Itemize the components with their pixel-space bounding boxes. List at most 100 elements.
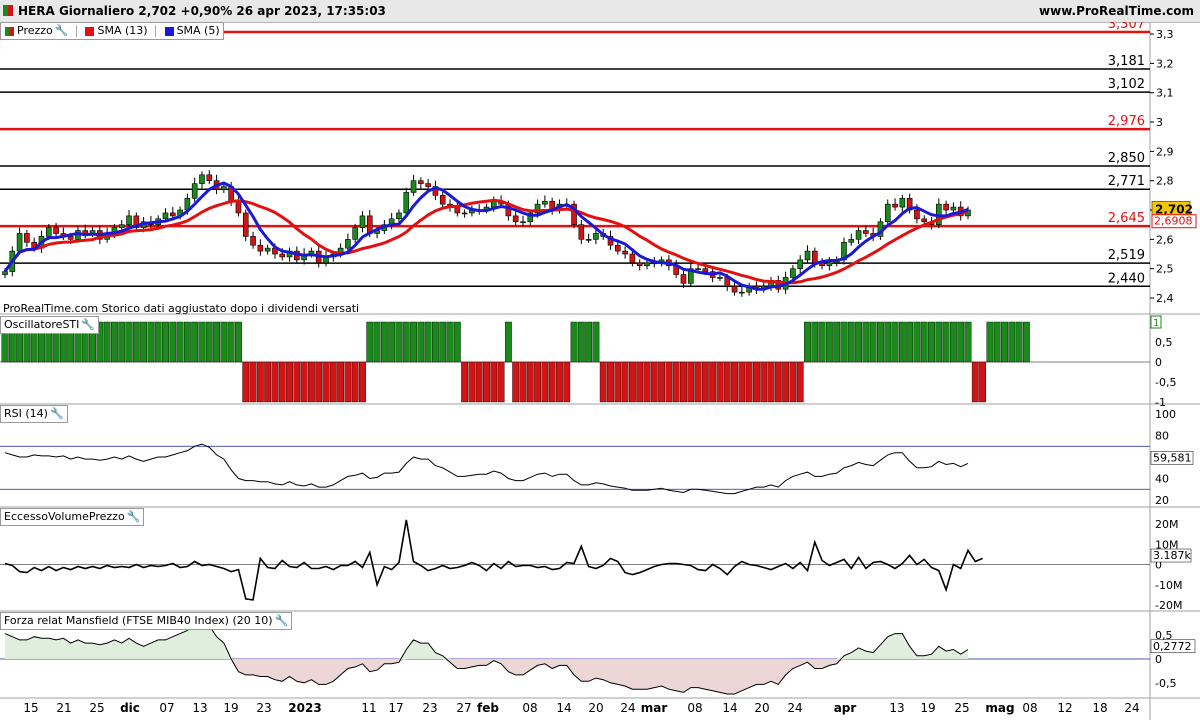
candle-body [534,203,541,214]
sti-bar [446,321,454,363]
sti-bar [563,361,571,403]
sti-last-tag [1150,315,1162,329]
mansfield-axis-label: 0,5 [1155,629,1173,642]
price-axis-label: 2,4 [1156,292,1174,305]
volume-axis-label: -10M [1155,579,1182,592]
sti-bar [855,321,862,363]
price-axis-label: 3,1 [1156,87,1174,100]
price-legend[interactable]: Prezzo 🔧 SMA (13) SMA (5) [0,22,224,40]
sti-bar [169,321,177,363]
candle-body [403,192,410,214]
price-axis-label: 2,6 [1156,233,1174,246]
candle-body [199,174,205,184]
x-axis-label: 08 [522,701,537,715]
candle-body [950,206,957,211]
wrench-icon[interactable]: 🔧 [274,614,289,627]
sti-bar [424,321,432,363]
volume-axis-label: 20M [1155,518,1179,531]
x-axis-label: 18 [1092,701,1107,715]
sti-bar [227,321,235,363]
sti-axis-label: -1 [1155,396,1166,409]
legend-sma5-swatch [164,26,174,36]
sti-bar [198,321,206,363]
sti-bar [577,321,585,363]
mansfield-last-label: 0,2772 [1153,640,1192,653]
sti-bar [884,321,892,363]
x-axis-label: 24 [787,701,802,715]
sti-legend[interactable]: OscillatoreSTI 🔧 [0,316,100,334]
mansfield-axis-label: 0 [1155,653,1162,666]
mansfield-legend[interactable]: Forza relat Mansfield (FTSE MIB40 Index)… [0,612,293,630]
volume-last-label: 3.187k [1153,549,1191,562]
app-candles-icon [3,5,13,16]
legend-sma5: SMA (5) [176,24,220,37]
candle-body [24,233,30,243]
candle-body [826,262,833,267]
title-bar: HERA Giornaliero 2,702 +0,90% 26 apr 202… [0,0,1200,23]
candle-body [797,259,804,269]
price-axis-label: 2,8 [1156,175,1174,188]
legend-prezzo: Prezzo [17,24,53,37]
x-axis-label: 13 [192,701,207,715]
sti-bar [621,361,629,403]
candle-body [855,230,862,240]
x-axis-label: dic [120,701,140,715]
x-axis-label: 12 [1057,701,1072,715]
candle-body [943,203,949,211]
sti-bar [687,361,695,403]
sti-bar [278,361,286,403]
x-axis-label: mag [985,701,1014,715]
candle-body [848,239,855,243]
sti-bar [264,361,272,403]
sti-bar [760,361,768,403]
sti-bar [556,361,563,403]
rsi-legend[interactable]: RSI (14) 🔧 [0,405,68,423]
sma13-line [3,198,969,285]
sti-last-label: 1 [1153,318,1159,329]
level-label: 2,645 [1108,211,1145,226]
price-axis-label: 3,2 [1156,57,1174,70]
sti-bar [629,361,636,403]
level-label: 2,976 [1108,114,1145,129]
volume-legend[interactable]: EccessoVolumePrezzo 🔧 [0,508,145,526]
candle-body [221,186,227,190]
candle-body [739,291,745,294]
sti-bar [147,321,155,363]
wrench-icon[interactable]: 🔧 [126,510,141,523]
sti-bar [220,321,228,363]
x-axis-label: mar [641,701,668,715]
sti-bar [942,321,950,363]
sti-bar [439,321,447,363]
sti-bar [111,321,118,363]
candle-body [191,183,198,199]
candle-body [687,268,694,284]
rsi-axis-label: 80 [1155,430,1169,443]
sti-bar [774,361,782,403]
wrench-icon[interactable]: 🔧 [81,318,96,331]
sti-axis-label: 0 [1155,356,1162,369]
sti-bar [125,321,133,363]
sti-bar [928,321,935,363]
sti-bar [453,321,461,363]
candle-body [133,215,140,228]
x-axis-label: feb [477,701,499,715]
chart-canvas[interactable]: 3,3073,1813,1022,9762,8502,7712,6452,519… [0,22,1200,720]
candle-body [921,218,928,223]
sti-bar [935,321,943,363]
wrench-icon[interactable]: 🔧 [49,407,64,420]
sti-bar [242,361,250,403]
candle-body [359,215,366,228]
sti-bar [475,361,483,403]
wrench-icon[interactable]: 🔧 [54,24,69,37]
sti-axis-label: -0,5 [1155,376,1176,389]
sti-bar [359,361,366,403]
sti-bar [658,361,665,403]
sti-bar [235,321,242,363]
candle-body [731,285,738,293]
sti-bar [432,321,439,363]
sti-bar [796,361,804,403]
sti-bar [154,321,162,363]
rsi-last-tag [1150,451,1194,465]
sti-bar [103,321,111,363]
site-link[interactable]: www.ProRealTime.com [1039,4,1194,18]
